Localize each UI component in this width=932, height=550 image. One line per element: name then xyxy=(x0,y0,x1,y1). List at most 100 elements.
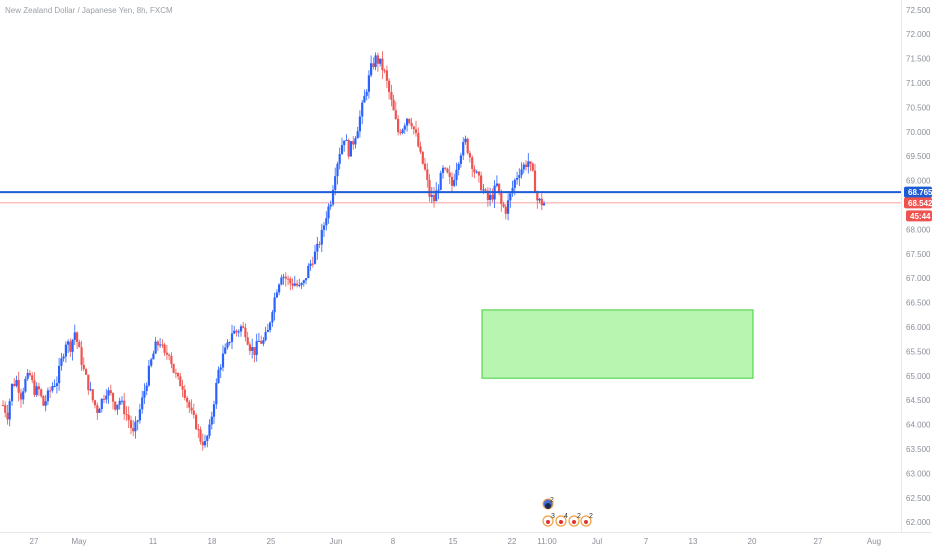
candle-body xyxy=(403,125,406,130)
candle-body xyxy=(46,390,49,402)
candle-body xyxy=(15,380,18,386)
candle-body xyxy=(410,123,413,127)
candle-body xyxy=(293,283,296,286)
candle-body xyxy=(482,189,485,191)
candle-body xyxy=(102,398,106,400)
candle-body xyxy=(459,155,462,164)
candle-body xyxy=(13,383,16,386)
candle-body xyxy=(466,138,469,153)
candle-body xyxy=(123,400,126,414)
x-tick-label: 15 xyxy=(449,537,458,546)
candle-body xyxy=(168,354,171,356)
y-tick-label: 72.500 xyxy=(906,6,931,15)
candle-body xyxy=(230,333,234,342)
candle-body xyxy=(177,373,180,377)
candle-body xyxy=(19,392,23,400)
candle-body xyxy=(91,389,94,401)
candle-body xyxy=(498,183,501,193)
candle-body xyxy=(491,194,494,200)
candle-body xyxy=(76,332,79,342)
event-count: 3 xyxy=(551,513,555,520)
event-count-top: 2 xyxy=(550,497,554,504)
candle-body xyxy=(120,400,124,402)
x-tick-label: 11 xyxy=(149,537,158,546)
candle-body xyxy=(441,167,445,173)
candle-body xyxy=(152,353,155,360)
candle-body xyxy=(397,118,400,133)
candle-body xyxy=(340,145,344,155)
candle-body xyxy=(156,341,159,346)
candle-body xyxy=(51,386,54,391)
candle-body xyxy=(358,116,361,132)
candle-body xyxy=(69,341,72,352)
x-tick-label: May xyxy=(71,537,86,546)
countdown-label: 45:44 xyxy=(910,212,931,221)
flag-icon xyxy=(572,520,576,524)
candle-body xyxy=(10,383,14,402)
candle-body xyxy=(489,194,492,200)
candle-body xyxy=(298,285,301,286)
candle-body xyxy=(291,283,294,286)
candle-body xyxy=(536,193,539,201)
candle-body xyxy=(251,347,254,351)
candle-body xyxy=(71,339,74,352)
candle-body xyxy=(35,386,38,395)
candle-body xyxy=(37,386,40,390)
candle-body xyxy=(513,179,516,188)
x-tick-label: 11:00 xyxy=(537,537,557,546)
candle-body xyxy=(266,329,269,332)
candle-body xyxy=(89,389,92,391)
chart-title: New Zealand Dollar / Japanese Yen, 8h, F… xyxy=(5,6,173,15)
candle-body xyxy=(423,163,427,170)
candle-body xyxy=(363,95,366,103)
candle-body xyxy=(520,169,523,176)
candle-body xyxy=(468,152,471,158)
candle-body xyxy=(464,138,467,143)
candle-body xyxy=(511,187,514,194)
candle-body xyxy=(531,163,534,171)
demand-zone[interactable] xyxy=(481,309,754,379)
candle-body xyxy=(302,280,305,284)
candle-body xyxy=(242,326,245,328)
x-tick-label: 7 xyxy=(644,537,649,546)
candle-body xyxy=(186,398,189,402)
candle-body xyxy=(437,189,440,191)
candle-body xyxy=(73,332,76,340)
candle-body xyxy=(100,398,103,409)
candle-body xyxy=(24,378,27,392)
candle-body xyxy=(93,400,97,406)
x-tick-label: 20 xyxy=(748,537,757,546)
candle-body xyxy=(374,55,377,67)
candle-body xyxy=(471,157,474,169)
candle-body xyxy=(161,344,164,346)
candle-body xyxy=(80,347,83,365)
candle-body xyxy=(183,389,186,398)
candle-body xyxy=(322,225,326,230)
candle-body xyxy=(412,126,415,130)
candle-body xyxy=(85,369,88,375)
candle-body xyxy=(199,429,202,442)
economic-events[interactable]: 2 3 4 2 2 xyxy=(542,497,593,527)
x-tick-label: Jun xyxy=(330,537,343,546)
candle-body xyxy=(540,198,543,206)
candle-body xyxy=(233,330,236,334)
candle-body xyxy=(154,341,157,354)
candle-body xyxy=(64,344,67,357)
x-tick-label: Jul xyxy=(592,537,602,546)
candle-body xyxy=(527,161,530,167)
candle-body xyxy=(239,326,243,332)
support-price-tag: 68.765 xyxy=(904,186,932,198)
support-price-label: 68.765 xyxy=(908,188,932,197)
candle-body xyxy=(206,435,209,441)
y-tick-label: 65.000 xyxy=(906,372,931,381)
y-axis: 62.000 62.500 63.000 63.500 64.000 64.500 65.0… xyxy=(906,6,931,527)
candle-body xyxy=(289,278,292,284)
candle-body xyxy=(484,189,487,191)
candle-body xyxy=(542,203,546,206)
candle-body xyxy=(105,395,108,400)
y-tick-label: 71.000 xyxy=(906,79,931,88)
y-tick-label: 65.500 xyxy=(906,347,931,356)
candle-body xyxy=(414,129,418,133)
candle-body xyxy=(448,172,451,177)
